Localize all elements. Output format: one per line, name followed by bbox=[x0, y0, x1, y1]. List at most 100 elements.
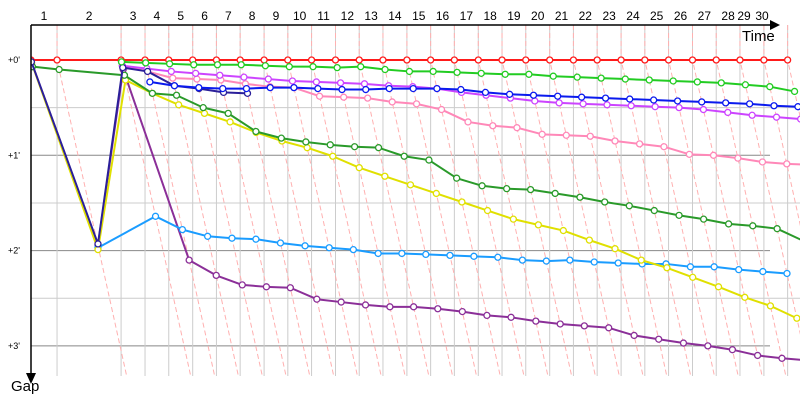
data-point-navy bbox=[94, 240, 102, 248]
data-point-purple bbox=[704, 342, 712, 350]
data-point-pink bbox=[611, 137, 619, 145]
data-point-purple bbox=[313, 295, 321, 303]
data-point-pink bbox=[363, 94, 372, 102]
lap-connector-line bbox=[715, 25, 787, 377]
data-point-violet bbox=[579, 100, 587, 108]
lap-label: 30 bbox=[755, 9, 769, 23]
data-point-light-blue bbox=[446, 251, 454, 260]
data-point-purple bbox=[532, 317, 540, 325]
data-point-green bbox=[597, 74, 605, 82]
data-point-leader bbox=[426, 56, 435, 64]
data-point-light-blue bbox=[494, 253, 502, 261]
series-line-dark-green bbox=[32, 65, 800, 241]
data-point-light-blue bbox=[590, 258, 598, 266]
data-point-purple bbox=[434, 305, 442, 313]
data-point-dark-green bbox=[699, 215, 708, 223]
data-point-dark-green bbox=[478, 182, 486, 190]
lap-label: 12 bbox=[341, 9, 355, 23]
data-point-dark-green bbox=[199, 104, 207, 112]
data-point-pink bbox=[412, 100, 421, 108]
data-point-violet bbox=[216, 71, 224, 79]
data-point-blue bbox=[242, 84, 251, 93]
data-point-light-blue bbox=[325, 244, 333, 252]
data-point-yellow bbox=[174, 101, 183, 109]
data-point-violet bbox=[555, 99, 563, 107]
lap-label: 23 bbox=[602, 9, 616, 23]
data-point-light-blue bbox=[759, 267, 767, 276]
data-point-green bbox=[790, 87, 799, 96]
data-point-leader bbox=[569, 56, 578, 64]
data-point-leader bbox=[307, 56, 316, 64]
data-point-dark-green bbox=[675, 211, 683, 219]
data-point-pink bbox=[758, 158, 767, 166]
data-point-yellow bbox=[303, 144, 311, 152]
data-point-leader bbox=[546, 56, 554, 64]
data-point-purple bbox=[556, 320, 564, 328]
data-point-yellow bbox=[714, 283, 723, 291]
data-point-light-blue bbox=[349, 245, 358, 254]
data-point-yellow bbox=[689, 273, 697, 281]
data-point-dark-green bbox=[302, 138, 310, 146]
data-point-light-blue bbox=[203, 232, 212, 240]
data-point-dark-green bbox=[277, 134, 285, 142]
data-point-pink bbox=[538, 130, 546, 138]
data-point-leader bbox=[379, 56, 387, 64]
data-point-blue bbox=[698, 98, 706, 106]
data-point-light-blue bbox=[301, 242, 309, 250]
data-point-pink bbox=[734, 154, 742, 162]
data-point-blue bbox=[314, 84, 322, 93]
y-axis-arrow-icon bbox=[26, 373, 36, 384]
data-point-purple bbox=[778, 354, 786, 362]
data-point-pink bbox=[437, 105, 446, 114]
data-point-green bbox=[669, 77, 677, 85]
data-point-green bbox=[693, 78, 701, 86]
data-point-leader bbox=[53, 56, 61, 64]
data-point-dark-green bbox=[551, 189, 559, 198]
data-point-blue bbox=[457, 85, 465, 94]
y-tick-labels: +0' +1' +2' +3' bbox=[8, 55, 20, 351]
data-point-light-blue bbox=[686, 263, 695, 271]
data-point-green bbox=[621, 75, 629, 83]
data-point-purple bbox=[361, 301, 370, 309]
data-point-pink bbox=[562, 131, 570, 139]
data-point-light-blue bbox=[518, 256, 527, 264]
data-point-violet bbox=[264, 75, 272, 83]
data-point-light-blue bbox=[228, 234, 236, 242]
lap-label: 11 bbox=[317, 9, 330, 23]
data-point-light-blue bbox=[374, 249, 382, 258]
data-point-purple bbox=[679, 339, 688, 347]
lap-label: 21 bbox=[555, 9, 569, 23]
data-point-yellow bbox=[509, 215, 518, 223]
data-point-yellow bbox=[637, 256, 645, 264]
data-point-yellow bbox=[766, 302, 775, 310]
data-point-yellow bbox=[381, 172, 389, 180]
data-point-violet bbox=[603, 101, 611, 109]
lap-label: 17 bbox=[460, 9, 474, 23]
lap-label: 7 bbox=[225, 9, 232, 23]
lap-label: 14 bbox=[388, 9, 402, 23]
data-point-leader bbox=[641, 56, 649, 64]
data-point-violet bbox=[627, 102, 635, 110]
data-point-dark-green bbox=[374, 144, 383, 152]
data-point-light-blue bbox=[783, 269, 791, 278]
data-point-violet bbox=[699, 105, 708, 114]
data-point-blue bbox=[650, 96, 658, 104]
data-point-purple bbox=[386, 303, 394, 311]
data-point-purple bbox=[580, 322, 588, 330]
data-point-blue bbox=[722, 99, 730, 107]
data-point-green bbox=[142, 59, 150, 67]
data-point-yellow bbox=[226, 118, 234, 126]
data-point-green bbox=[333, 63, 341, 72]
data-point-pink bbox=[660, 143, 668, 151]
data-point-purple bbox=[409, 303, 418, 311]
data-point-green bbox=[549, 72, 557, 80]
data-point-green bbox=[645, 76, 653, 84]
data-point-dark-green bbox=[400, 152, 408, 160]
data-point-light-blue bbox=[422, 250, 430, 259]
y-tick-label: +0' bbox=[8, 55, 20, 65]
series-blue bbox=[146, 78, 800, 111]
data-point-dark-green bbox=[724, 220, 733, 228]
lap-label: 1 bbox=[41, 9, 48, 23]
lap-label: 3 bbox=[130, 9, 137, 23]
